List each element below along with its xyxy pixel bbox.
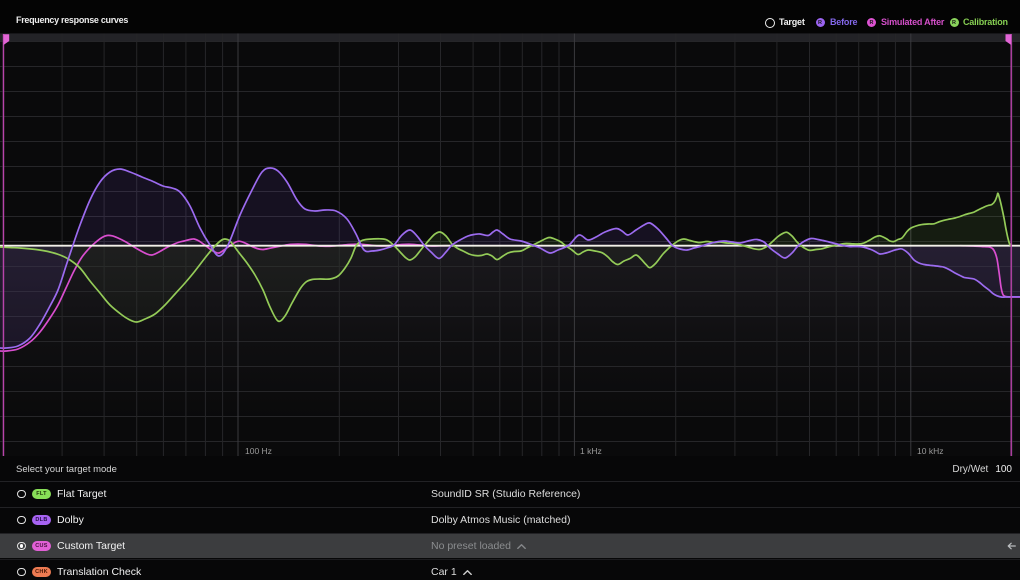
svg-text:100 Hz: 100 Hz (245, 446, 272, 456)
svg-text:10 kHz: 10 kHz (917, 446, 943, 456)
svg-text:1 kHz: 1 kHz (580, 446, 602, 456)
